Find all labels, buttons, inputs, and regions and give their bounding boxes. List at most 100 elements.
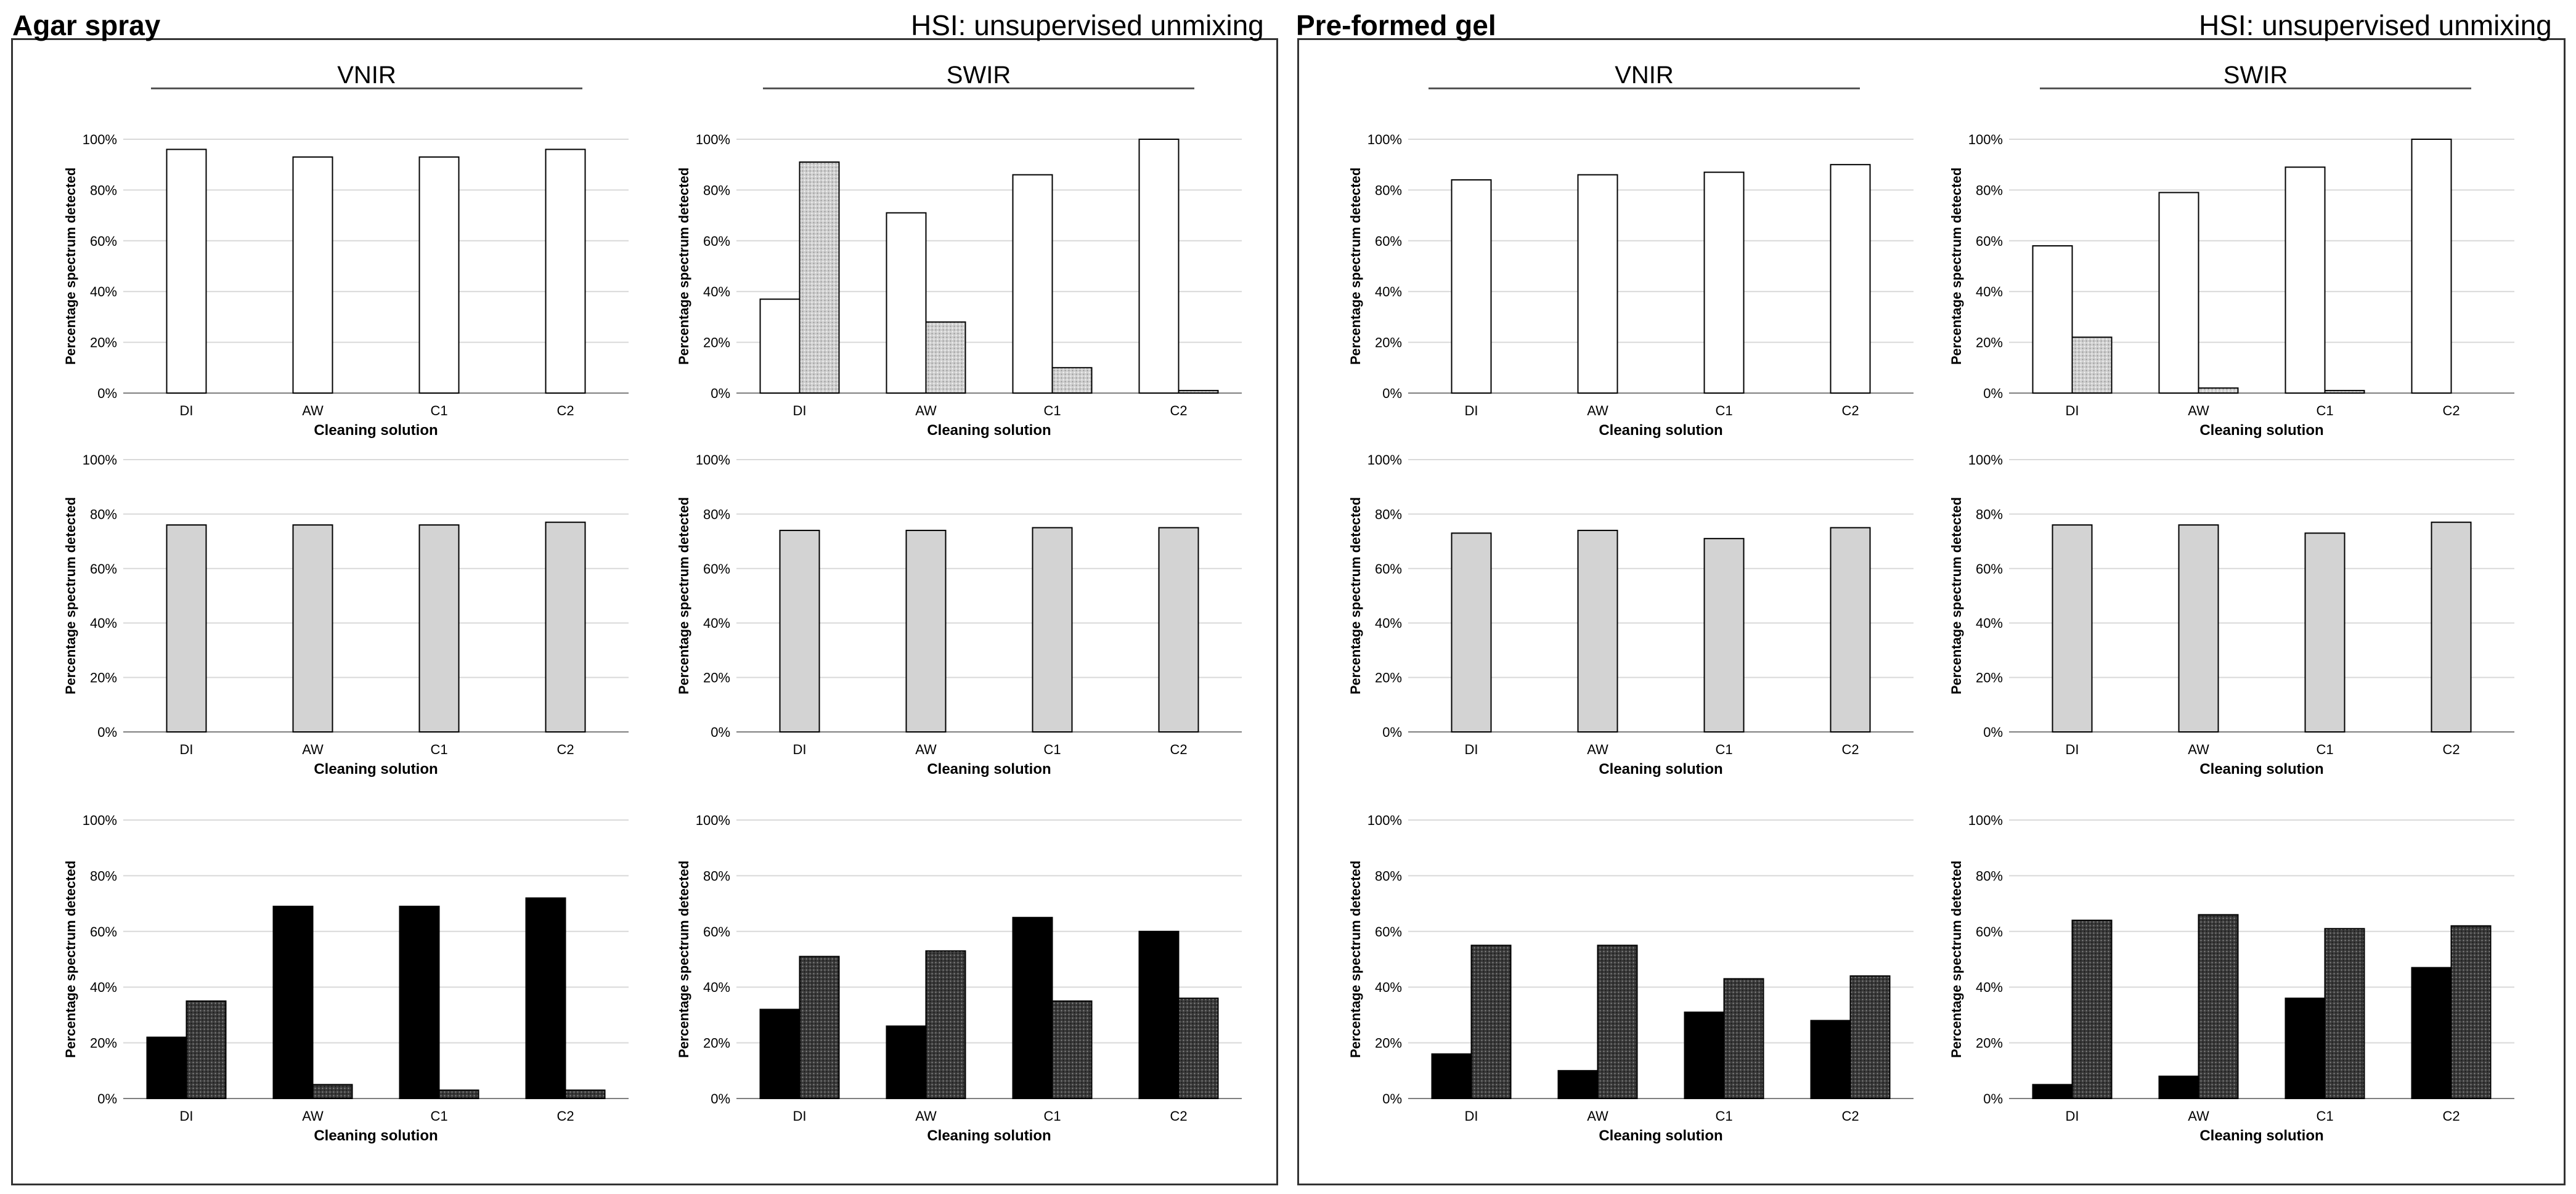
bar-c1-s2 [1051,1000,1093,1099]
x-tick-label: AW [915,403,937,418]
x-tick-label: DI [180,742,194,757]
y-tick-label: 20% [703,1036,730,1051]
bar-c1-s1 [399,906,440,1099]
bar-aw-s1 [1557,1070,1599,1099]
y-tick-label: 100% [1968,452,2003,468]
bar-c1-s1 [2285,166,2326,394]
x-tick-label: AW [915,742,937,757]
x-tick-label: DI [2066,403,2079,418]
x-tick-label: AW [2188,403,2209,418]
x-tick-label: DI [793,742,807,757]
x-axis-title: Cleaning solution [314,761,438,778]
y-tick-label: 100% [1968,813,2003,828]
bar-c2-s2 [565,1089,606,1100]
bar-c1-s1 [1032,527,1073,733]
y-tick-label: 20% [90,1036,117,1051]
y-tick-label: 0% [1983,1091,2003,1107]
x-tick-label: C1 [430,403,447,418]
x-axis-title: Cleaning solution [314,1127,438,1144]
y-tick-label: 0% [1382,725,1402,740]
bar-aw-s2 [2198,387,2239,394]
bar-c2-s1 [1810,1020,1851,1099]
column-head-swir: SWIR [2223,62,2288,89]
x-tick-label: DI [180,403,194,418]
y-tick-label: 0% [97,725,117,740]
bar-aw-s1 [2158,1075,2199,1099]
bar-aw-s2 [925,321,966,394]
y-tick-label: 0% [711,386,730,401]
x-tick-label: C1 [1715,1108,1732,1124]
x-axis-title: Cleaning solution [927,1127,1051,1144]
bar-aw-s2 [312,1084,353,1099]
bar-aw-s1 [886,212,927,394]
column-divider-line [763,87,1194,89]
bar-di-s1 [166,148,207,394]
y-tick-label: 80% [1375,506,1402,522]
bar-c2-s1 [1830,164,1871,394]
x-axis-title: Cleaning solution [1599,761,1722,778]
x-tick-label: DI [1465,1108,1478,1124]
x-tick-label: C2 [1170,742,1187,757]
bar-di-s1 [759,298,801,394]
x-tick-label: C2 [2442,403,2460,418]
y-tick-label: 80% [90,182,117,198]
chart-agar-vnir-3: 0% 20% 40% 60% 80% 100% DI AW C1 C2 Cleaning solut… [63,813,629,1144]
x-tick-label: C1 [1043,403,1061,418]
y-axis-title: Percentage spectrum detected [676,497,691,694]
bar-aw-s1 [1577,174,1618,394]
y-tick-label: 20% [1976,1036,2003,1051]
y-tick-label: 20% [1976,670,2003,686]
y-tick-label: 40% [1375,615,1402,631]
bar-di-s2 [799,956,840,1099]
bar-di-s2 [799,161,840,394]
y-tick-label: 80% [703,506,730,522]
y-tick-label: 20% [703,670,730,686]
y-tick-label: 40% [1976,980,2003,995]
x-tick-label: C1 [430,742,447,757]
y-tick-label: 0% [711,725,730,740]
x-tick-label: AW [302,403,324,418]
bar-c1-s1 [418,156,460,394]
x-tick-label: C2 [2442,742,2460,757]
y-axis-title: Percentage spectrum detected [1949,861,1964,1058]
y-tick-label: 20% [90,335,117,351]
x-tick-label: AW [1587,742,1608,757]
panel-title-agar-spray: Agar spray [12,9,161,41]
y-tick-label: 100% [1367,813,1402,828]
y-axis-title: Percentage spectrum detected [1949,168,1964,365]
y-tick-label: 80% [1976,506,2003,522]
y-tick-label: 80% [703,868,730,883]
bar-di-s1 [1451,532,1492,733]
bar-di-s2 [2071,336,2113,394]
y-tick-label: 60% [703,561,730,577]
panel-subtitle-agar-spray: HSI: unsupervised unmixing [911,9,1264,41]
chart-gel-swir-3: 0% 20% 40% 60% 80% 100% DI AW C1 C2 Cleaning solut… [1949,813,2514,1144]
x-tick-label: C2 [556,1108,574,1124]
column-divider-line [1429,87,1860,89]
y-tick-label: 40% [703,980,730,995]
y-tick-label: 20% [1976,335,2003,351]
bar-c2-s1 [1830,527,1871,733]
x-tick-label: DI [2066,1108,2079,1124]
y-tick-label: 100% [83,132,117,147]
bar-aw-s2 [925,950,966,1099]
panel-subtitle-pre-formed-gel: HSI: unsupervised unmixing [2199,9,2552,41]
bar-c2-s1 [525,897,566,1099]
y-tick-label: 0% [711,1091,730,1107]
bar-c2-s1 [1138,930,1180,1100]
y-tick-label: 100% [1367,132,1402,147]
y-tick-label: 60% [90,561,117,577]
y-tick-label: 100% [696,813,730,828]
y-tick-label: 0% [97,386,117,401]
bar-c2-s1 [545,521,586,733]
x-tick-label: AW [1587,403,1608,418]
bar-c1-s1 [2285,997,2326,1099]
y-tick-label: 40% [703,615,730,631]
bar-di-s1 [779,529,820,733]
bar-c1-s2 [1723,978,1764,1100]
y-axis-title: Percentage spectrum detected [676,168,691,365]
agar-spray-panel [11,38,1278,1185]
bar-aw-s1 [1577,529,1618,733]
column-head-swir: SWIR [946,62,1011,89]
y-axis-title: Percentage spectrum detected [1949,497,1964,694]
